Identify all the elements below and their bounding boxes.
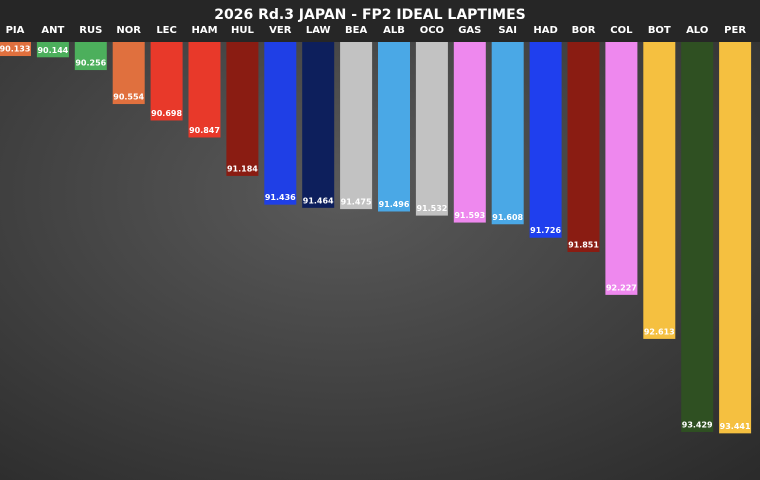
bar bbox=[643, 42, 676, 339]
bar bbox=[226, 42, 259, 176]
x-tick-label: ANT bbox=[41, 25, 64, 36]
bar bbox=[378, 42, 410, 212]
bar bbox=[74, 42, 107, 71]
bar bbox=[112, 42, 145, 105]
x-tick-label: COL bbox=[610, 25, 633, 36]
x-tick-label: PIA bbox=[6, 25, 25, 36]
bar bbox=[302, 42, 335, 208]
bar bbox=[491, 42, 524, 225]
header-strip bbox=[0, 0, 760, 42]
bar bbox=[605, 42, 638, 295]
bar bbox=[453, 42, 486, 223]
bar bbox=[36, 42, 69, 58]
x-tick-label: LEC bbox=[156, 25, 177, 36]
bar bbox=[529, 42, 562, 238]
value-label: 91.593 bbox=[454, 211, 485, 220]
value-label: 93.441 bbox=[720, 422, 751, 431]
value-label: 91.851 bbox=[568, 240, 599, 249]
value-label: 90.847 bbox=[189, 126, 220, 135]
value-label: 93.429 bbox=[682, 420, 713, 429]
x-tick-label: HAD bbox=[533, 25, 557, 36]
x-tick-label: SAI bbox=[498, 25, 517, 36]
value-label: 91.496 bbox=[379, 200, 410, 209]
x-tick-label: HUL bbox=[231, 25, 254, 36]
value-label: 91.608 bbox=[492, 213, 523, 222]
x-tick-label: BOT bbox=[648, 25, 671, 36]
x-tick-label: NOR bbox=[116, 25, 141, 36]
value-label: 91.726 bbox=[530, 226, 561, 235]
bar bbox=[719, 42, 752, 434]
x-tick-label: RUS bbox=[79, 25, 102, 36]
value-label: 91.532 bbox=[416, 204, 447, 213]
value-label: 91.436 bbox=[265, 193, 296, 202]
bar bbox=[340, 42, 373, 210]
value-label: 90.256 bbox=[75, 59, 106, 68]
value-label: 90.133 bbox=[0, 45, 30, 54]
x-tick-label: BEA bbox=[345, 25, 367, 36]
value-label: 91.464 bbox=[303, 196, 334, 205]
x-tick-label: LAW bbox=[306, 25, 331, 36]
bar bbox=[188, 42, 221, 138]
bar bbox=[681, 42, 714, 432]
x-tick-label: BOR bbox=[572, 25, 596, 36]
x-tick-label: ALB bbox=[383, 25, 405, 36]
value-label: 90.698 bbox=[151, 109, 182, 118]
value-label: 92.227 bbox=[606, 283, 637, 292]
value-label: 91.475 bbox=[341, 198, 372, 207]
bar bbox=[264, 42, 297, 205]
bar bbox=[0, 42, 31, 57]
x-tick-label: HAM bbox=[191, 25, 217, 36]
bar bbox=[415, 42, 448, 216]
bar bbox=[150, 42, 183, 121]
x-tick-label: PER bbox=[724, 25, 746, 36]
chart-title: 2026 Rd.3 JAPAN - FP2 IDEAL LAPTIMES bbox=[214, 7, 526, 23]
x-tick-label: VER bbox=[269, 25, 292, 36]
bar bbox=[567, 42, 600, 252]
x-tick-label: GAS bbox=[458, 25, 481, 36]
x-tick-label: ALO bbox=[686, 25, 708, 36]
value-label: 91.184 bbox=[227, 164, 258, 173]
value-label: 92.613 bbox=[644, 327, 675, 336]
x-tick-label: OCO bbox=[420, 25, 444, 36]
value-label: 90.144 bbox=[37, 46, 68, 55]
value-label: 90.554 bbox=[113, 93, 144, 102]
